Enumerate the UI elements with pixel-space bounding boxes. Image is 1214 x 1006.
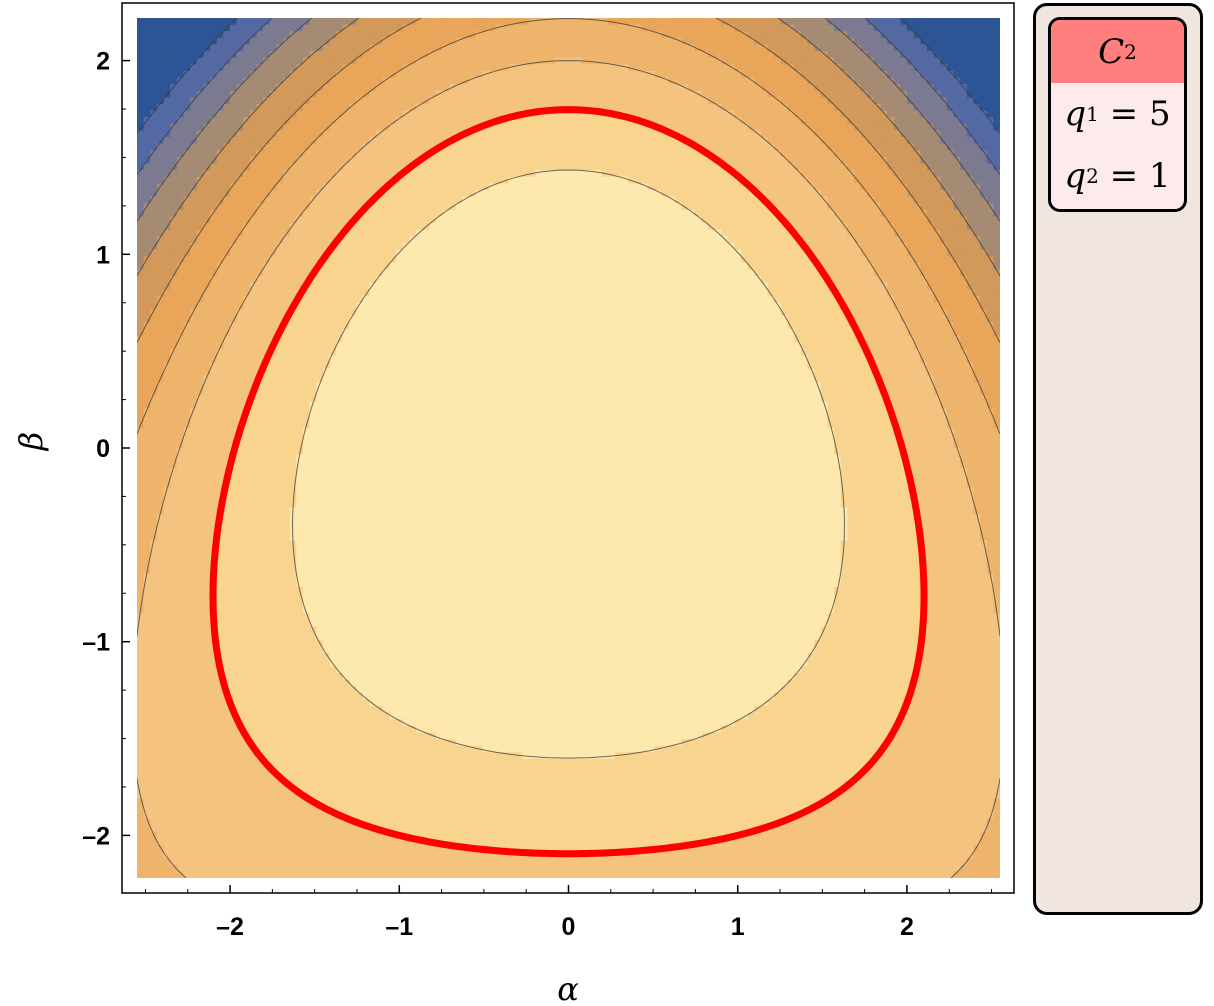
contour-line	[137, 18, 1000, 175]
x-axis-label: α	[557, 970, 579, 1006]
x-tick-label: 0	[562, 913, 576, 941]
y-axis-label: β	[12, 432, 50, 452]
y-tick-label: 1	[96, 241, 110, 269]
param-value: 5	[1148, 94, 1171, 134]
contour-line	[292, 169, 845, 759]
contour-line	[137, 18, 1000, 222]
param-subscript: 2	[1086, 164, 1099, 188]
axes: –2 –1 0 1 2 –2 –1 0 1 2	[82, 48, 993, 941]
contour-plot-area	[137, 18, 1000, 878]
param-value: 1	[1148, 156, 1171, 196]
x-tick-label: –1	[385, 913, 413, 941]
contour-line	[137, 18, 1000, 134]
y-tick-label: 0	[96, 435, 110, 463]
x-tick-label: –2	[216, 913, 244, 941]
x-tick-label: 1	[731, 913, 745, 941]
highlighted-contour	[209, 106, 928, 858]
title-superscript: 2	[1124, 39, 1137, 64]
contour-line	[137, 18, 1000, 276]
title-symbol: C	[1098, 31, 1125, 72]
param-subscript: 1	[1086, 102, 1099, 126]
contour-line	[137, 18, 1000, 343]
param-symbol: q	[1064, 156, 1087, 196]
contour-fill	[137, 18, 1000, 878]
y-tick-label: 2	[96, 48, 110, 76]
y-tick-label: –2	[82, 822, 110, 850]
param-symbol: q	[1064, 94, 1087, 134]
y-tick-label: –1	[82, 629, 110, 657]
contour-line	[137, 18, 1000, 435]
x-tick-label: 2	[900, 913, 914, 941]
contour-line	[137, 60, 1000, 878]
